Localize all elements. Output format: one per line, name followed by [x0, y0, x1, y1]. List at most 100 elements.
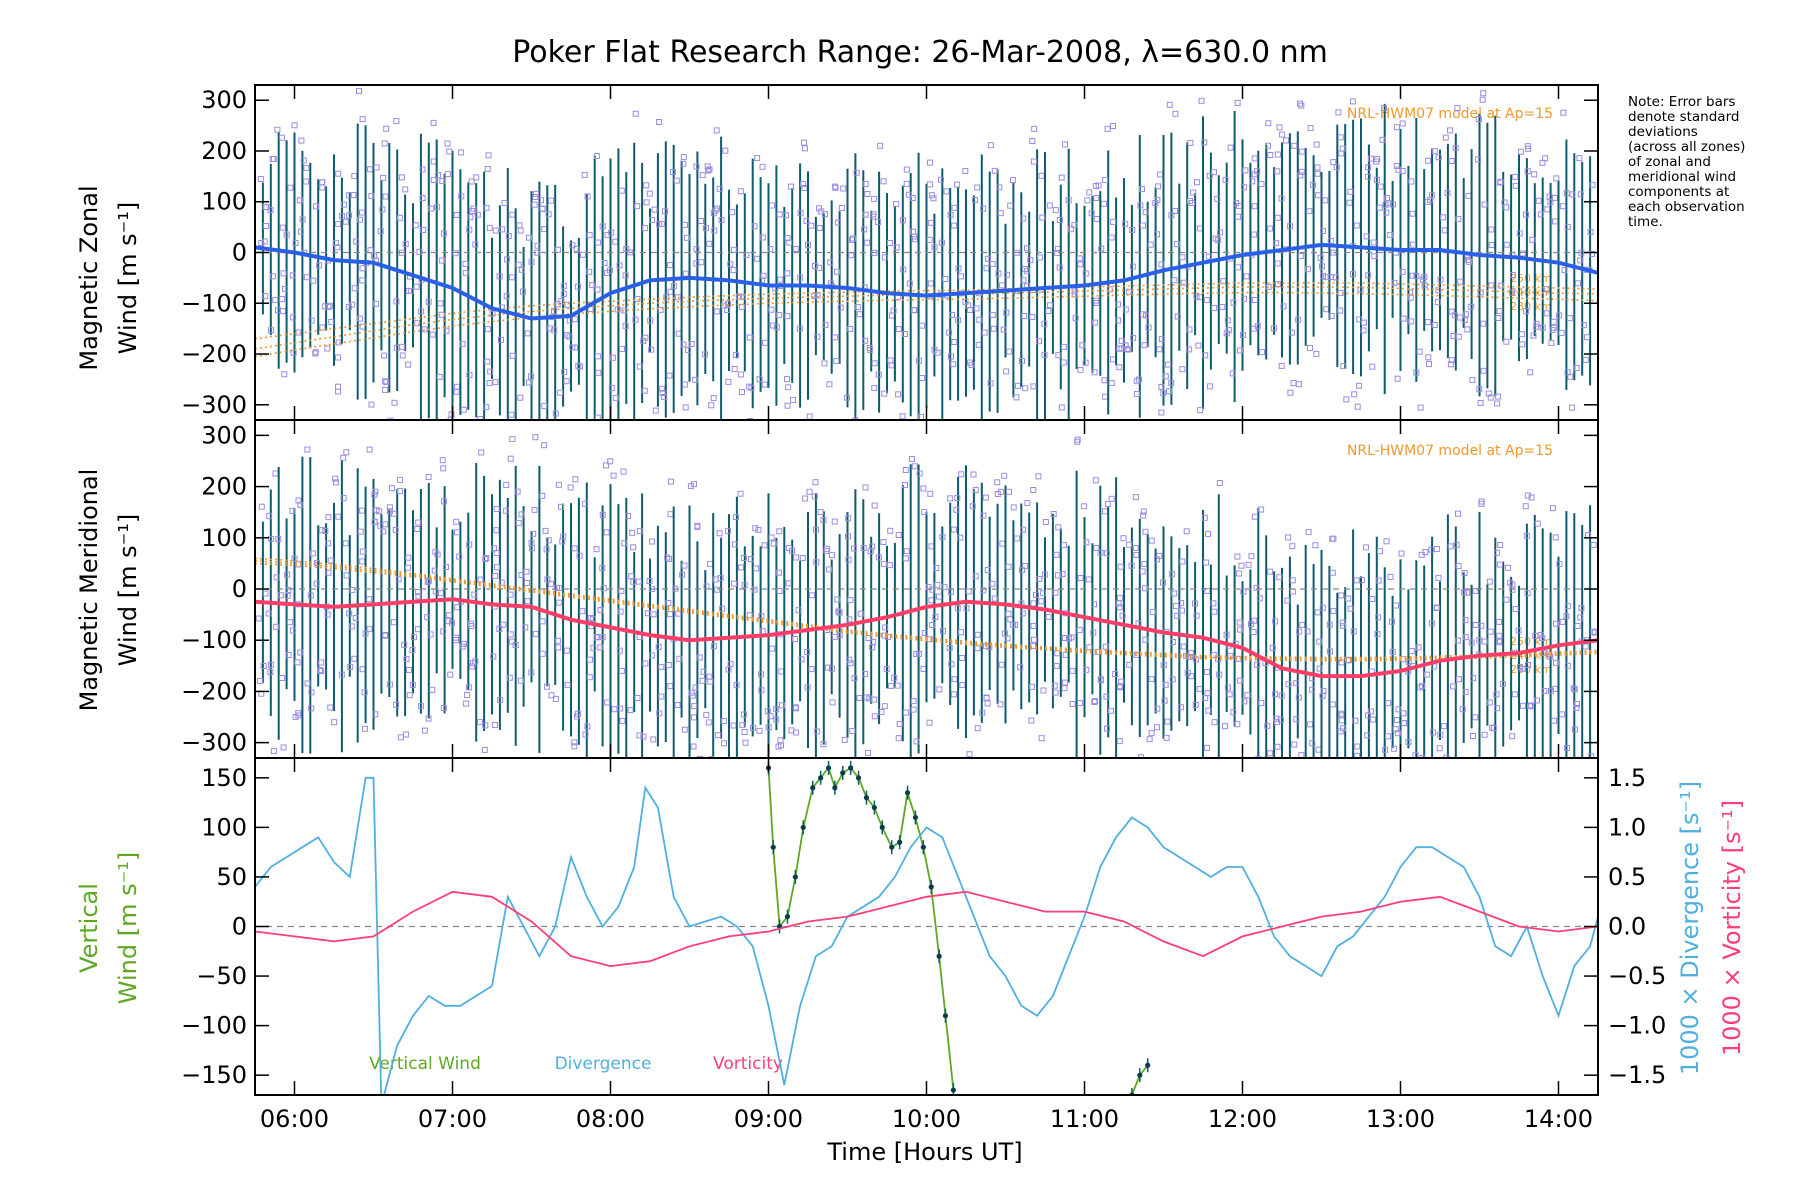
- meridional-data-point: [258, 503, 265, 510]
- zonal-data-point: [452, 250, 459, 257]
- zonal-data-point: [1503, 241, 1510, 248]
- meridional-data-point: [871, 713, 878, 720]
- zonal-data-point: [547, 325, 554, 332]
- zonal-data-point: [770, 322, 777, 329]
- meridional-data-point: [453, 637, 459, 644]
- meridional-data-point: [1116, 604, 1123, 611]
- meridional-data-point: [1430, 729, 1437, 736]
- meridional-data-point: [1269, 644, 1276, 651]
- zonal-data-point: [594, 286, 601, 293]
- meridional-data-point: [1299, 823, 1304, 828]
- zonal-data-point: [1313, 141, 1320, 148]
- meridional-data-point: [1108, 707, 1114, 714]
- y2-tick-label: 1.0: [1608, 813, 1646, 841]
- meridional-data-point: [862, 484, 869, 491]
- meridional-data-point: [1493, 549, 1500, 556]
- meridional-data-point: [691, 703, 698, 710]
- zonal-data-point: [657, 306, 664, 313]
- zonal-data-point: [947, 211, 954, 218]
- zonal-data-point: [635, 451, 640, 456]
- zonal-data-point: [1224, 317, 1231, 324]
- meridional-data-point: [1455, 563, 1462, 570]
- meridional-data-point: [517, 677, 524, 684]
- meridional-data-point: [555, 481, 562, 488]
- zonal-data-point: [656, 119, 663, 125]
- zonal-alt-label-230: 230 km: [1510, 300, 1552, 313]
- zonal-data-point: [871, 385, 878, 391]
- zonal-data-point: [446, 148, 453, 155]
- meridional-data-point: [1511, 691, 1518, 698]
- zonal-data-point: [262, 293, 269, 300]
- y2-tick-label: −0.5: [1608, 962, 1666, 990]
- zonal-data-point: [748, 384, 755, 391]
- zonal-data-point: [1082, 270, 1089, 277]
- meridional-data-point: [307, 592, 314, 599]
- meridional-data-point: [1345, 595, 1352, 602]
- zonal-data-point: [290, 349, 297, 356]
- zonal-data-point: [614, 436, 619, 441]
- zonal-data-point: [1448, 308, 1455, 315]
- meridional-data-point: [539, 650, 546, 657]
- zonal-data-point: [1203, 297, 1210, 304]
- meridional-data-point: [831, 518, 838, 525]
- meridional-data-point: [1267, 568, 1274, 575]
- meridional-data-point: [813, 559, 820, 566]
- meridional-data-point: [979, 709, 986, 716]
- meridional-data-point: [1576, 793, 1581, 798]
- meridional-data-point: [856, 695, 863, 701]
- meridional-ytick-label: 100: [201, 524, 247, 552]
- meridional-data-point: [1304, 628, 1311, 635]
- zonal-data-point: [1095, 182, 1102, 189]
- zonal-data-point: [1563, 190, 1570, 197]
- meridional-data-point: [1117, 563, 1124, 570]
- zonal-data-point: [911, 233, 918, 240]
- zonal-data-point: [643, 182, 650, 189]
- meridional-data-point: [1156, 552, 1163, 559]
- zonal-data-point: [382, 378, 389, 385]
- meridional-data-point: [1188, 673, 1195, 680]
- zonal-data-point: [1006, 348, 1013, 355]
- meridional-data-point: [880, 539, 887, 545]
- meridional-data-point: [929, 586, 936, 593]
- zonal-data-point: [267, 327, 274, 334]
- meridional-data-point: [1042, 519, 1049, 525]
- meridional-data-point: [1061, 635, 1068, 641]
- meridional-data-point: [1092, 477, 1099, 484]
- zonal-data-point: [641, 387, 648, 394]
- meridional-data-point: [352, 615, 359, 621]
- meridional-data-point: [1417, 684, 1424, 691]
- zonal-data-point: [1165, 361, 1172, 368]
- meridional-data-point: [286, 619, 293, 626]
- zonal-data-point: [1046, 202, 1053, 209]
- zonal-data-point: [351, 285, 358, 292]
- vertical-wind-point: [942, 1013, 949, 1019]
- meridional-data-point: [634, 695, 641, 701]
- zonal-data-point: [759, 234, 766, 241]
- meridional-data-point: [1352, 717, 1359, 724]
- zonal-data-point: [962, 168, 969, 174]
- vertical-wind-point: [832, 785, 838, 791]
- zonal-data-point: [541, 403, 548, 410]
- meridional-data-point: [1093, 545, 1100, 551]
- meridional-data-point: [1570, 685, 1577, 692]
- zonal-data-point: [267, 207, 274, 214]
- zonal-data-point: [881, 390, 888, 397]
- meridional-data-point: [1319, 604, 1326, 611]
- zonal-data-point: [489, 310, 496, 317]
- meridional-data-point: [1041, 571, 1048, 578]
- zonal-data-point: [948, 353, 954, 360]
- zonal-data-point: [467, 214, 474, 221]
- meridional-data-point: [667, 683, 674, 690]
- meridional-data-point: [1462, 617, 1469, 624]
- meridional-data-point: [845, 533, 851, 540]
- zonal-data-point: [1038, 172, 1045, 179]
- meridional-data-point: [548, 692, 555, 699]
- zonal-data-point: [803, 217, 810, 224]
- meridional-data-point: [507, 455, 514, 462]
- zonal-data-point: [1102, 393, 1109, 400]
- zonal-data-point: [871, 195, 878, 202]
- zonal-data-point: [1373, 176, 1380, 183]
- meridional-data-point: [1293, 680, 1300, 687]
- meridional-data-point: [405, 554, 412, 561]
- y2-tick-label: 0.5: [1608, 863, 1646, 891]
